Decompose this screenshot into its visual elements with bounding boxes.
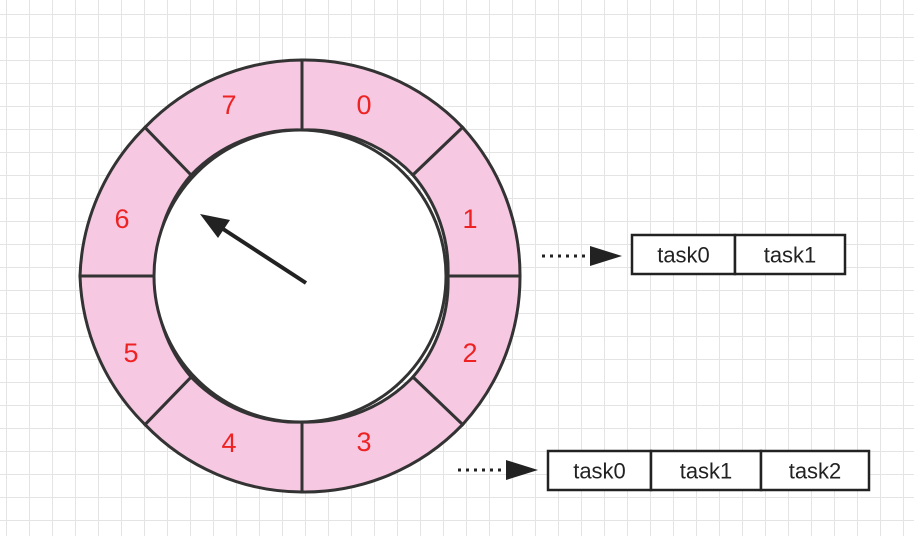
task-box xyxy=(649,449,763,492)
slot-label-1: 1 xyxy=(462,204,477,234)
pointer-arrow xyxy=(200,214,308,285)
dotted-arrow-slot-3 xyxy=(458,460,538,480)
slot-label-5: 5 xyxy=(123,338,138,368)
task-label: task0 xyxy=(573,459,626,484)
slot-labels: 0 1 2 3 4 5 6 7 xyxy=(114,90,477,458)
slot-label-2: 2 xyxy=(462,338,477,368)
slot-label-4: 4 xyxy=(221,428,236,458)
task-label: task0 xyxy=(657,243,710,268)
slot-label-0: 0 xyxy=(356,90,371,120)
task-list-slot-1: task0 task1 xyxy=(630,233,847,276)
task-label: task1 xyxy=(764,243,817,268)
task-label: task1 xyxy=(680,459,733,484)
task-box xyxy=(759,449,871,492)
slot-label-7: 7 xyxy=(221,90,236,120)
task-box xyxy=(546,449,653,492)
slot-label-6: 6 xyxy=(114,204,129,234)
wheel-slot-7 xyxy=(142,58,304,178)
dotted-arrow-slot-1 xyxy=(542,246,622,266)
task-box xyxy=(630,233,737,276)
task-box xyxy=(733,233,847,276)
wheel-hub xyxy=(152,128,448,424)
task-label: task2 xyxy=(789,459,842,484)
task-list-slot-3: task0 task1 task2 xyxy=(546,449,871,492)
slot-label-3: 3 xyxy=(356,427,371,457)
